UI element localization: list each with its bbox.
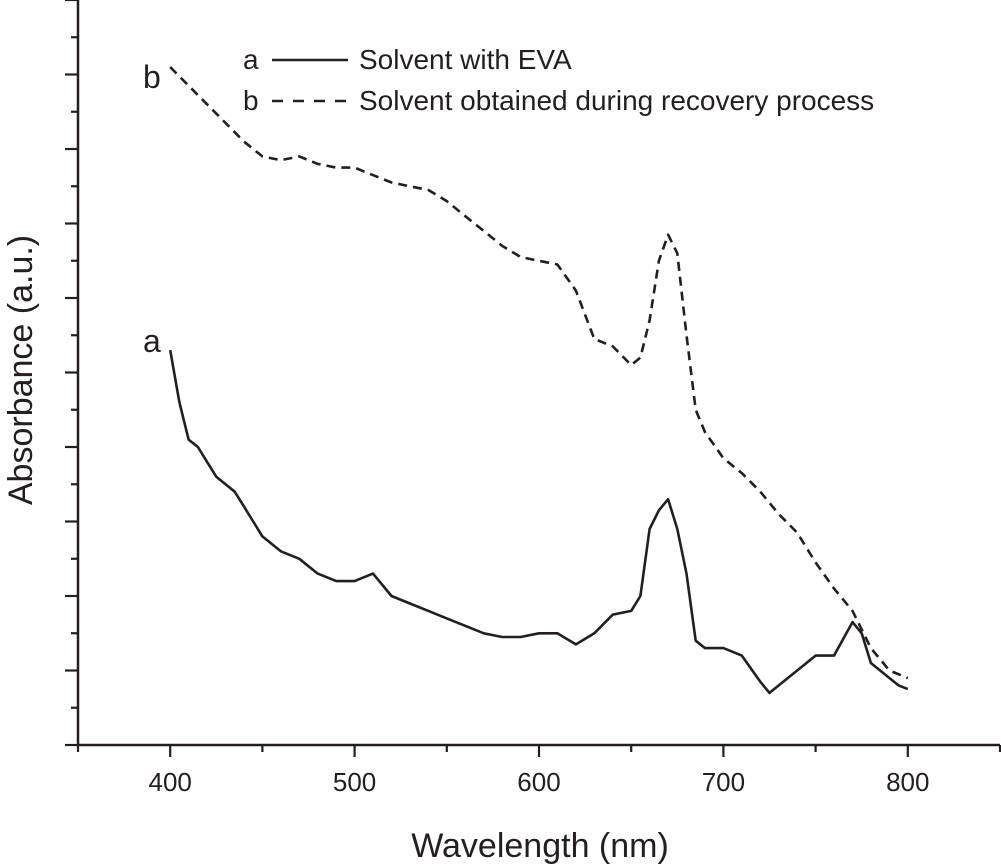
series-b-curve-label: b	[143, 59, 161, 95]
series-a-curve-label: a	[143, 323, 161, 359]
legend: a Solvent with EVA b Solvent obtained du…	[243, 44, 874, 116]
x-tick-label: 600	[517, 767, 560, 797]
tick-labels: 400 500 600 700 800	[149, 767, 930, 797]
x-tick-label: 800	[886, 767, 929, 797]
legend-label-a: Solvent with EVA	[359, 44, 572, 75]
legend-label-b: Solvent obtained during recovery process	[359, 85, 874, 116]
y-axis-title: Absorbance (a.u.)	[2, 235, 40, 505]
series-line-b	[169, 66, 909, 680]
series-lines	[168, 66, 909, 695]
series-line-a	[168, 349, 909, 695]
x-axis-title: Wavelength (nm)	[411, 827, 669, 865]
legend-key-b: b	[243, 85, 259, 116]
x-tick-label: 400	[149, 767, 192, 797]
legend-key-a: a	[243, 44, 259, 75]
x-tick-label: 700	[702, 767, 745, 797]
tick-marks	[65, 0, 1001, 757]
x-tick-label: 500	[333, 767, 376, 797]
